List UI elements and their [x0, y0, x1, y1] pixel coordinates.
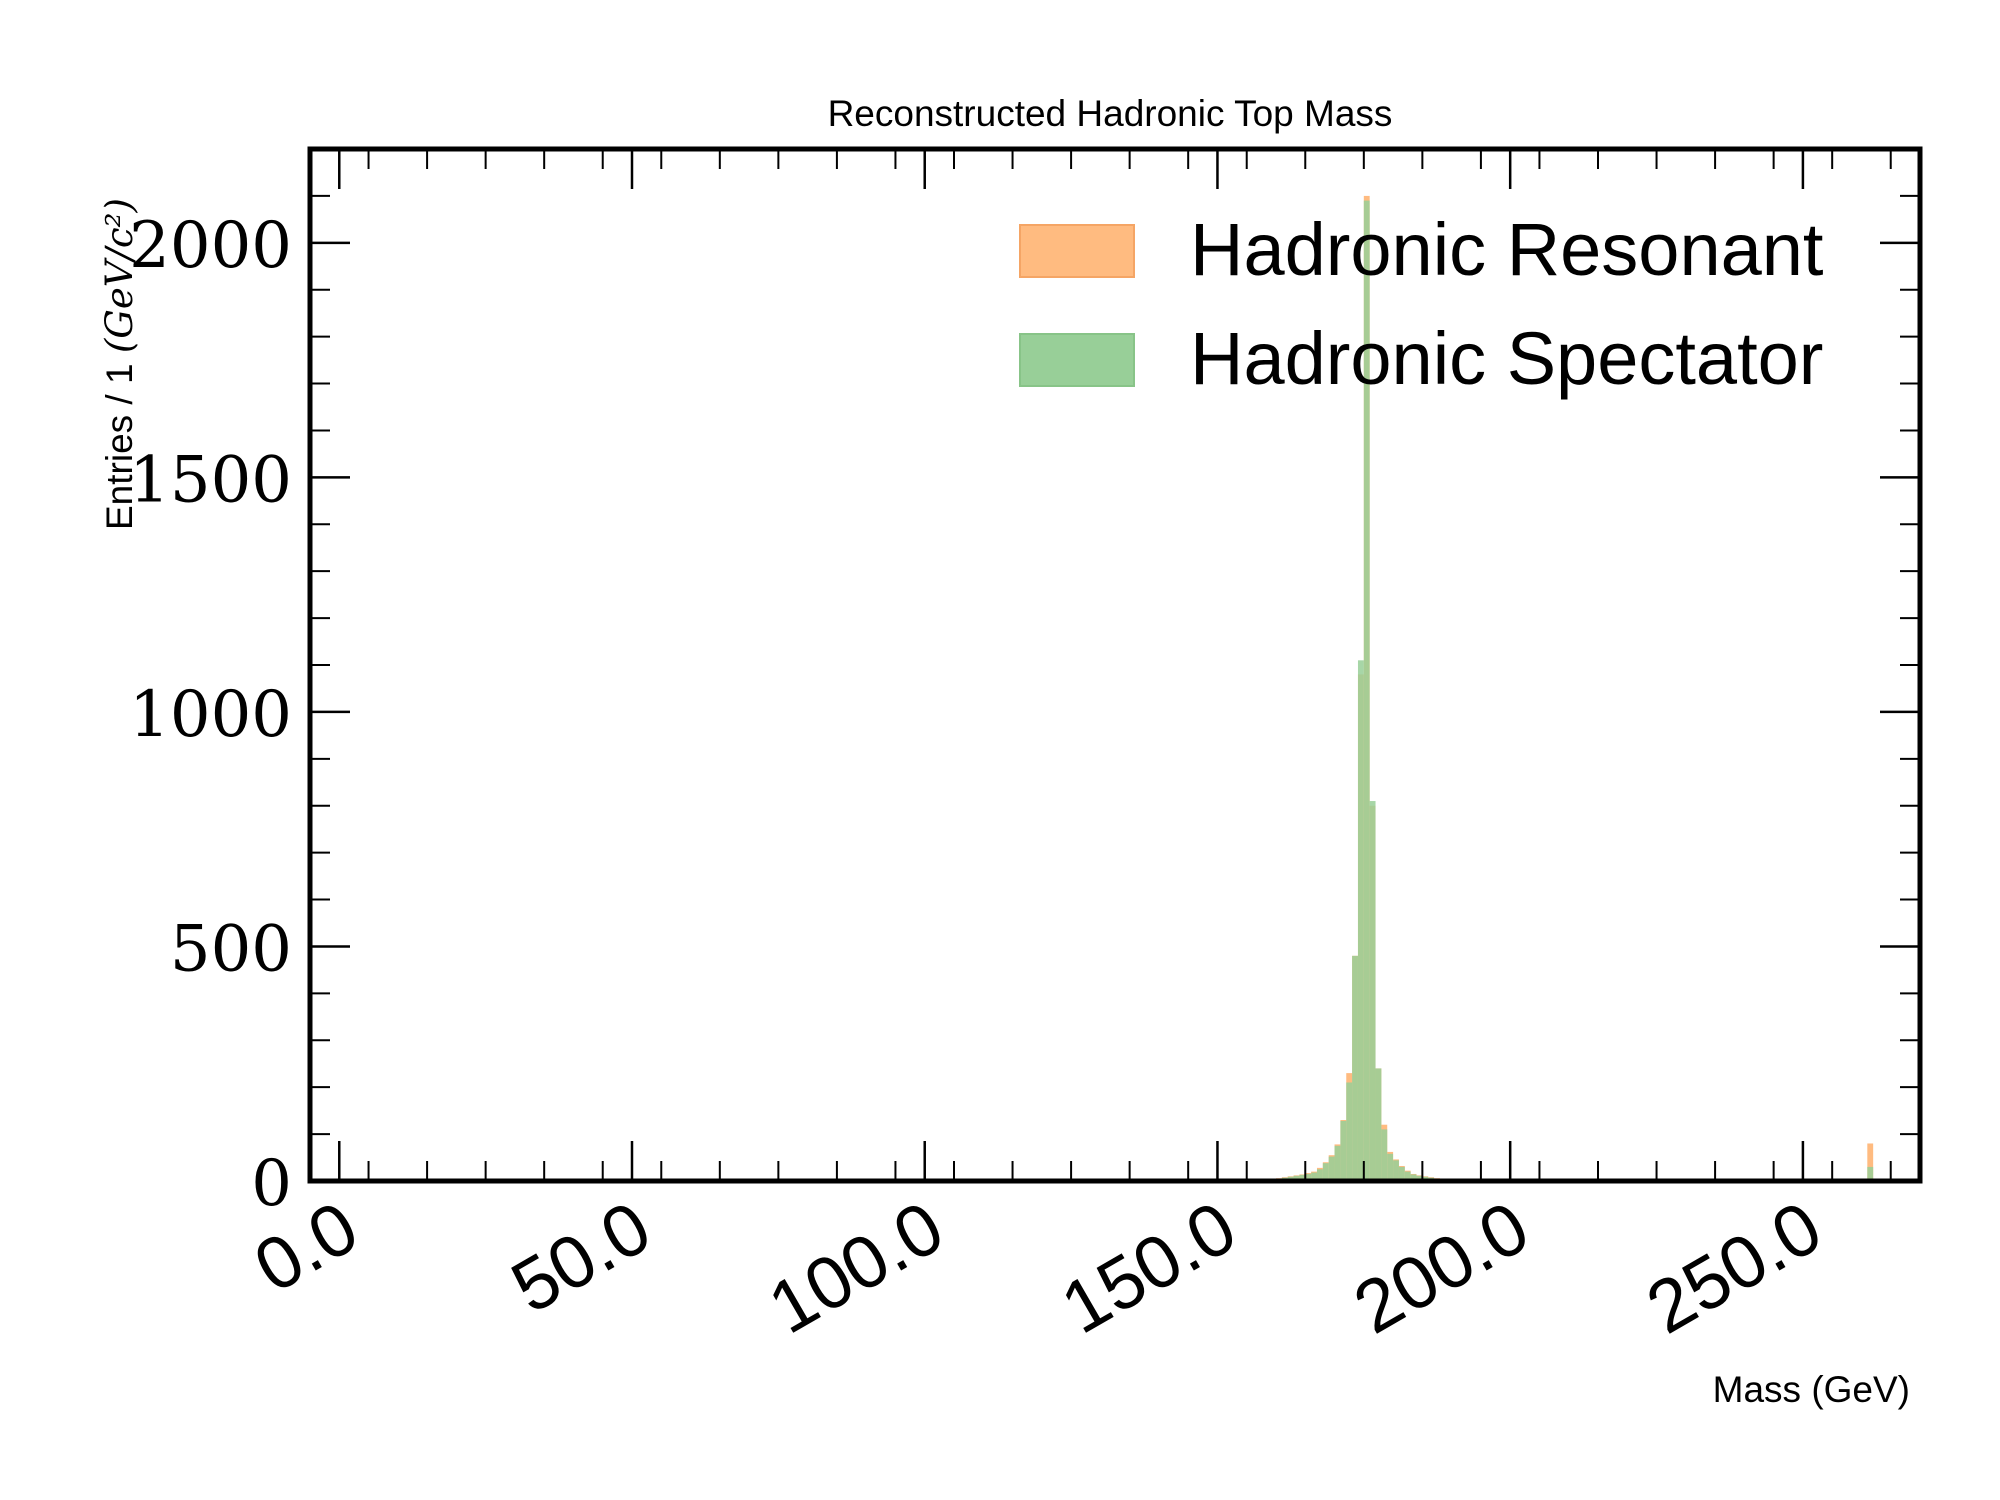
y-axis-label: Entries / 1 (GeV/c²) — [98, 198, 141, 530]
histogram-bar — [1363, 200, 1370, 1182]
histogram-bar — [1305, 1173, 1312, 1181]
histogram-bar — [1328, 1156, 1335, 1181]
histogram-bar — [1346, 1082, 1353, 1181]
histogram-bar — [1322, 1163, 1329, 1181]
histogram-bar — [1393, 1160, 1399, 1181]
axis-ticks — [309, 149, 1920, 1183]
histogram-bar — [1410, 1174, 1417, 1181]
y-tick-label: 500 — [170, 912, 292, 986]
histogram-bar — [1340, 1120, 1347, 1181]
histogram-bar — [1369, 801, 1376, 1181]
plot-frame — [307, 146, 1923, 1184]
x-tick-label: 150.0 — [1048, 1185, 1250, 1349]
histogram-bar — [1375, 1068, 1382, 1181]
histogram-bar — [1293, 1175, 1300, 1181]
histogram-bar — [1381, 1129, 1388, 1181]
histogram-bar — [1416, 1175, 1423, 1181]
x-axis-label: Mass (GeV) — [1713, 1369, 1910, 1410]
histogram-bar — [1357, 660, 1364, 1181]
histogram-bar — [1316, 1169, 1323, 1181]
histogram-bar — [1311, 1172, 1317, 1181]
histogram-bar — [1387, 1153, 1394, 1181]
legend: Hadronic Resonant Hadronic Spectator — [1019, 208, 1824, 400]
x-tick-label: 200.0 — [1340, 1185, 1542, 1349]
x-tick-label: 100.0 — [755, 1185, 957, 1349]
x-tick-label: 50.0 — [498, 1185, 664, 1329]
y-tick-label: 1000 — [129, 678, 292, 752]
histogram-bar — [1867, 1143, 1874, 1181]
histogram-bar — [1398, 1166, 1405, 1181]
legend-swatch-resonant — [1019, 224, 1135, 278]
y-axis-label-units: (GeV/c²) — [98, 198, 141, 353]
y-tick-label: 0 — [251, 1147, 292, 1221]
x-tick-label: 250.0 — [1633, 1185, 1835, 1349]
legend-swatch-spectator — [1019, 333, 1135, 387]
legend-label-spectator: Hadronic Spectator — [1190, 317, 1823, 400]
y-tick-label: 1500 — [129, 443, 292, 517]
histogram-bar — [1299, 1174, 1306, 1181]
histogram-bar — [1404, 1171, 1411, 1181]
histogram-bar — [1867, 1166, 1874, 1181]
y-tick-label: 2000 — [129, 209, 292, 283]
histogram-bar — [1334, 1145, 1341, 1181]
chart-title: Reconstructed Hadronic Top Mass — [828, 93, 1393, 134]
histogram-bar — [1352, 955, 1358, 1181]
legend-label-resonant: Hadronic Resonant — [1190, 208, 1824, 291]
y-axis-label-main: Entries / 1 — [99, 353, 140, 530]
